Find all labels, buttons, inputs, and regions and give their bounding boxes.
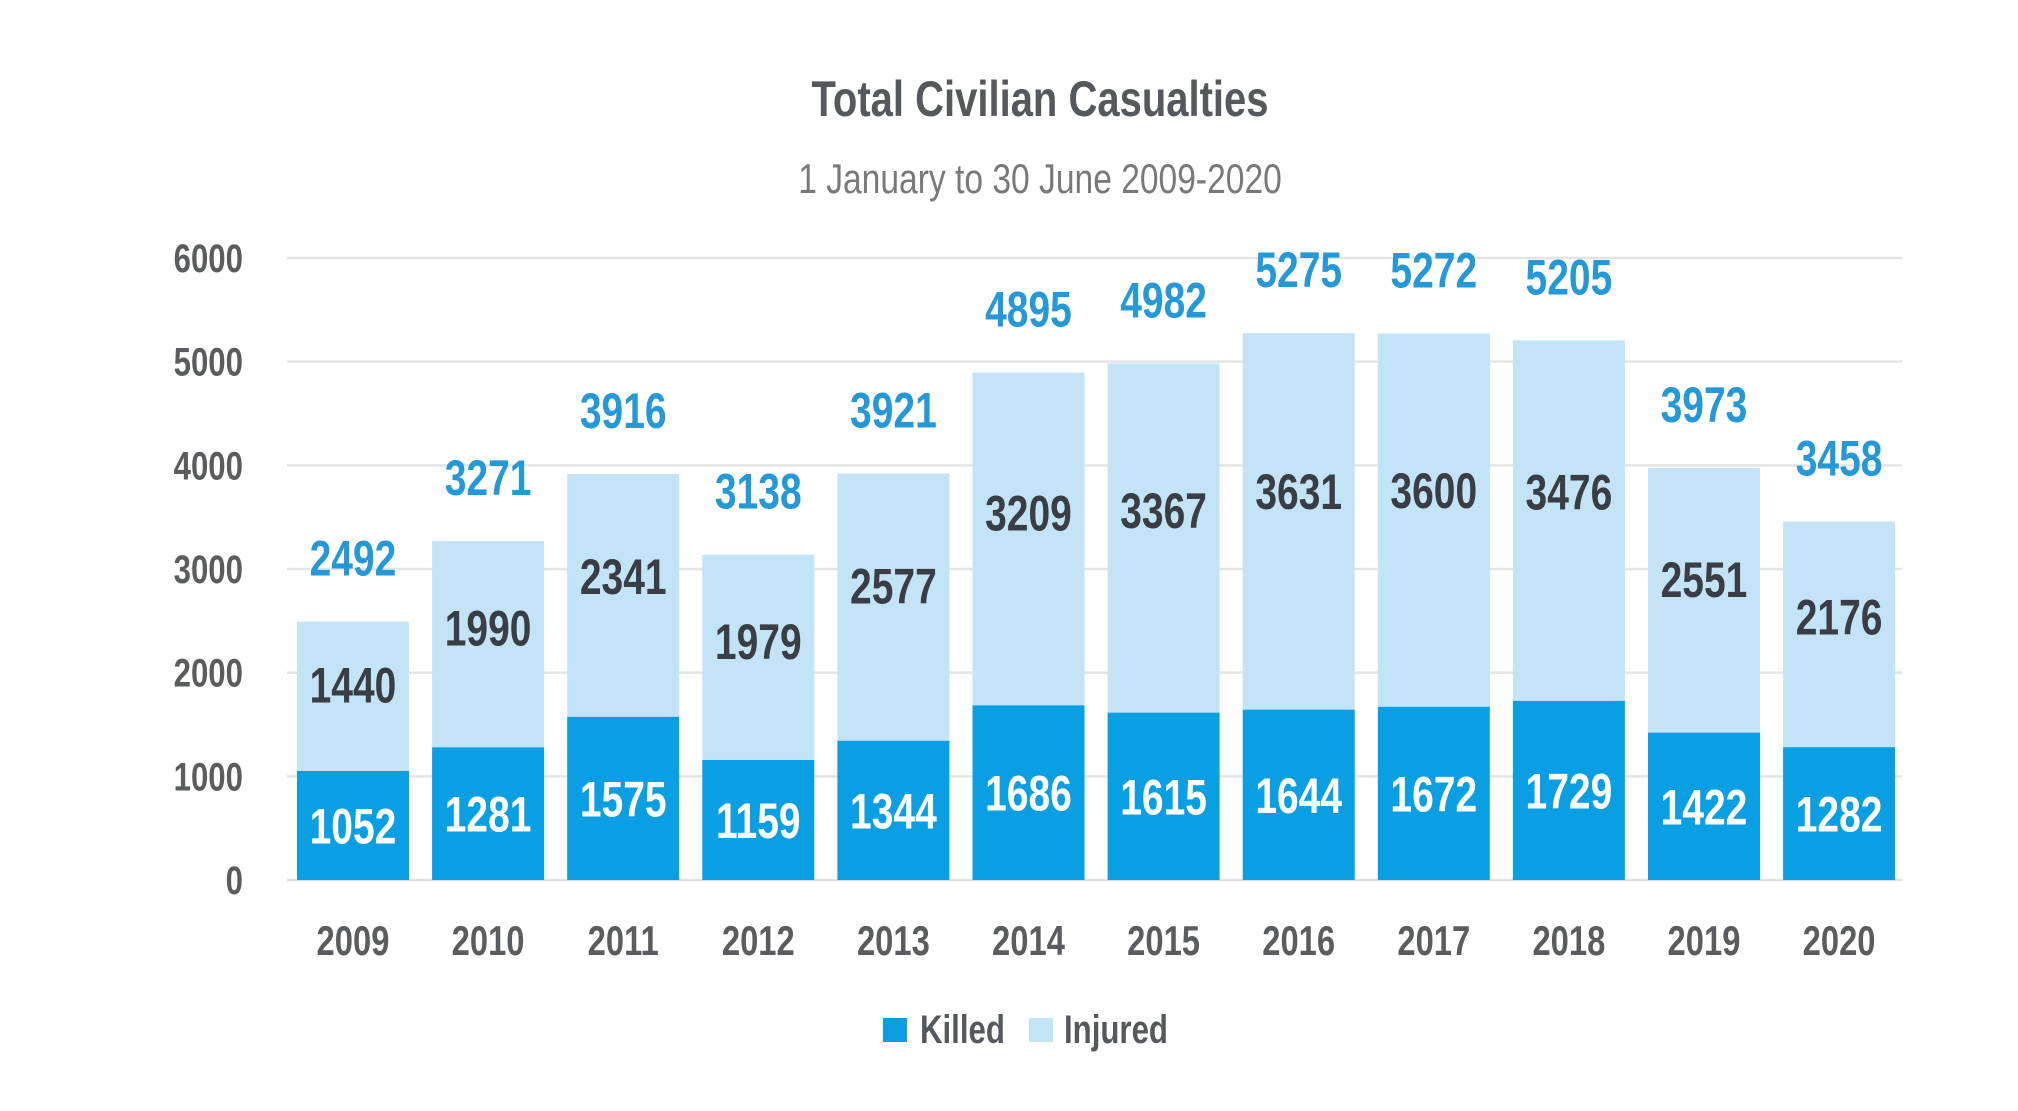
data-label-injured-2015: 3367 xyxy=(1120,482,1207,539)
y-axis-tick-labels: 0 1000 2000 3000 4000 5000 6000 xyxy=(174,236,243,903)
bar-injured-2009 xyxy=(297,621,409,771)
bar-injured-2015 xyxy=(1107,363,1220,713)
bar-killed-2018 xyxy=(1512,700,1625,880)
bar-injured-2018 xyxy=(1512,340,1625,701)
data-label-killed-2019: 1422 xyxy=(1661,779,1748,836)
bar-killed-2020 xyxy=(1783,747,1896,880)
data-label-killed-2009: 1052 xyxy=(310,798,397,855)
legend-swatch-killed xyxy=(883,1018,907,1042)
bar-injured-2020 xyxy=(1783,521,1896,748)
data-label-injured-2019: 2551 xyxy=(1661,551,1748,608)
y-tick-label: 1000 xyxy=(174,755,243,800)
data-label-killed-2014: 1686 xyxy=(985,765,1072,822)
data-label-total-2010: 3271 xyxy=(445,449,532,506)
bar-killed-2013 xyxy=(837,740,950,880)
data-label-injured-2016: 3631 xyxy=(1255,464,1342,521)
data-label-killed-2012: 1159 xyxy=(716,792,801,849)
bar-injured-2019 xyxy=(1648,468,1760,733)
data-label-injured-2017: 3600 xyxy=(1390,462,1477,519)
chart-title: Total Civilian Casualties xyxy=(811,71,1268,127)
data-label-killed-2020: 1282 xyxy=(1796,786,1883,843)
y-tick-label: 3000 xyxy=(174,547,243,592)
x-tick-label-2016: 2016 xyxy=(1262,917,1335,964)
data-label-total-2015: 4982 xyxy=(1120,272,1207,329)
data-label-injured-2010: 1990 xyxy=(445,600,532,657)
bar-killed-2017 xyxy=(1377,706,1490,880)
data-label-total-2009: 2492 xyxy=(310,530,397,587)
y-tick-label: 5000 xyxy=(174,340,243,385)
data-label-killed-2016: 1644 xyxy=(1255,767,1342,824)
data-label-injured-2009: 1440 xyxy=(310,657,397,714)
bar-killed-2015 xyxy=(1107,712,1220,880)
bar-killed-2012 xyxy=(702,759,815,880)
data-label-injured-2012: 1979 xyxy=(715,613,802,670)
data-labels: 1052 1440 2492 1281 1990 3271 1575 2341 3916 1159… xyxy=(310,241,1883,854)
data-label-injured-2018: 3476 xyxy=(1526,464,1613,521)
x-tick-label-2012: 2012 xyxy=(722,917,795,964)
legend-label-killed: Killed xyxy=(920,1007,1005,1052)
data-label-killed-2018: 1729 xyxy=(1526,763,1613,820)
bar-killed-2011 xyxy=(567,716,680,880)
bar-injured-2016 xyxy=(1242,333,1355,710)
data-label-total-2017: 5272 xyxy=(1390,242,1477,299)
gridlines xyxy=(287,256,1902,882)
data-label-injured-2011: 2341 xyxy=(580,548,667,605)
bar-killed-2014 xyxy=(972,705,1085,880)
data-label-total-2012: 3138 xyxy=(715,463,802,520)
data-label-total-2019: 3973 xyxy=(1661,376,1748,433)
legend: Killed Injured xyxy=(883,1007,1168,1052)
bar-injured-2013 xyxy=(837,473,950,741)
data-label-total-2016: 5275 xyxy=(1255,241,1342,298)
x-tick-label-2011: 2011 xyxy=(588,917,659,964)
y-tick-label: 4000 xyxy=(174,444,243,489)
legend-label-injured: Injured xyxy=(1064,1007,1168,1052)
data-label-killed-2010: 1281 xyxy=(445,786,532,843)
data-label-killed-2011: 1575 xyxy=(580,771,667,828)
x-axis-tick-labels: 2009 2010 2011 2012 2013 2014 2015 2016 2017 2018… xyxy=(317,917,1876,964)
bar-killed-2019 xyxy=(1648,732,1760,880)
data-label-total-2013: 3921 xyxy=(850,382,937,439)
data-label-total-2018: 5205 xyxy=(1526,249,1613,306)
x-tick-label-2009: 2009 xyxy=(317,917,390,964)
x-tick-label-2020: 2020 xyxy=(1803,917,1876,964)
bar-killed-2009 xyxy=(297,770,409,880)
data-label-injured-2020: 2176 xyxy=(1796,589,1883,646)
bar-injured-2011 xyxy=(567,474,680,717)
bar-injured-2017 xyxy=(1377,333,1490,707)
bar-injured-2014 xyxy=(972,372,1085,706)
y-tick-label: 0 xyxy=(226,858,243,903)
x-tick-label-2017: 2017 xyxy=(1397,917,1470,964)
data-label-injured-2013: 2577 xyxy=(850,558,937,615)
data-label-injured-2014: 3209 xyxy=(985,485,1072,542)
data-label-killed-2017: 1672 xyxy=(1390,766,1477,823)
x-tick-label-2019: 2019 xyxy=(1668,917,1741,964)
x-tick-label-2010: 2010 xyxy=(452,917,525,964)
x-tick-label-2018: 2018 xyxy=(1532,917,1605,964)
bar-killed-2016 xyxy=(1242,709,1355,880)
data-label-total-2011: 3916 xyxy=(580,382,667,439)
data-label-killed-2015: 1615 xyxy=(1120,769,1207,826)
chart-subtitle: 1 January to 30 June 2009-2020 xyxy=(798,157,1282,203)
y-tick-label: 6000 xyxy=(174,236,243,281)
data-label-total-2014: 4895 xyxy=(985,281,1072,338)
bar-killed-2010 xyxy=(432,747,545,880)
legend-swatch-injured xyxy=(1029,1018,1053,1042)
bar-injured-2010 xyxy=(432,540,545,748)
x-tick-label-2013: 2013 xyxy=(857,917,930,964)
data-label-killed-2013: 1344 xyxy=(850,783,937,840)
data-label-total-2020: 3458 xyxy=(1796,430,1883,487)
y-tick-label: 2000 xyxy=(174,651,243,696)
bar-injured-2012 xyxy=(702,554,815,760)
bars xyxy=(297,333,1896,880)
x-tick-label-2014: 2014 xyxy=(992,917,1065,964)
x-tick-label-2015: 2015 xyxy=(1127,917,1200,964)
